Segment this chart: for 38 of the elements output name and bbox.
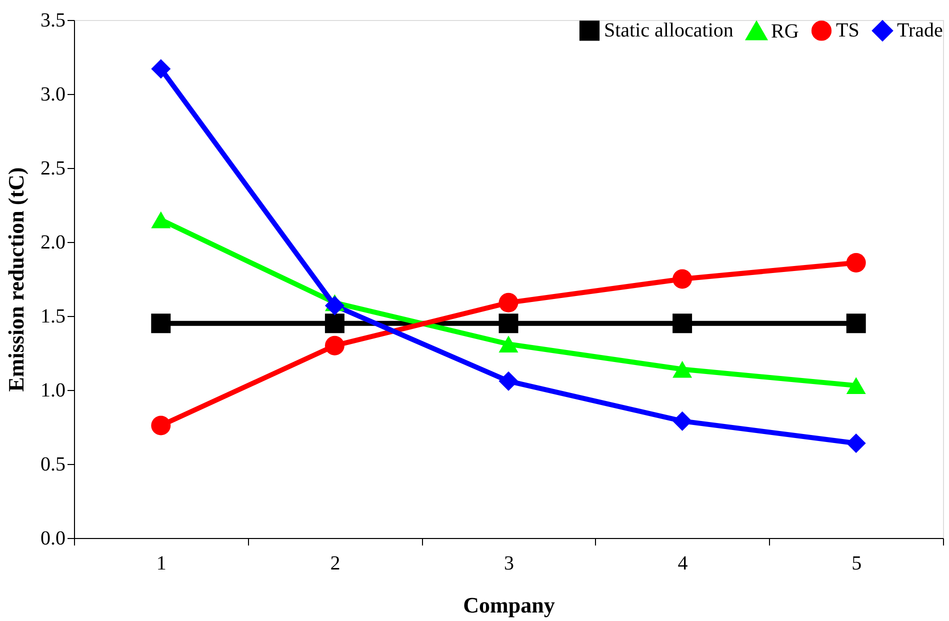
x-tick-label: 3 xyxy=(504,552,514,574)
point xyxy=(151,59,171,79)
legend-label: TS xyxy=(836,20,860,42)
point xyxy=(498,292,518,312)
y-tick-label: 1.5 xyxy=(40,306,66,328)
point xyxy=(498,371,518,391)
point xyxy=(846,377,866,394)
point xyxy=(846,252,866,272)
point xyxy=(324,296,344,316)
y-tick-label: 1.0 xyxy=(40,380,66,402)
point xyxy=(846,434,866,454)
legend-label: Trade xyxy=(897,20,944,42)
point xyxy=(151,416,171,436)
y-axis-title: Emission reduction (tC) xyxy=(4,167,28,392)
point xyxy=(672,314,692,334)
legend-label: RG xyxy=(771,20,799,42)
y-tick-label: 0.5 xyxy=(40,454,66,476)
point xyxy=(151,211,171,228)
y-tick-label: 0.0 xyxy=(40,528,66,550)
point xyxy=(498,336,518,353)
y-tick-label: 3.0 xyxy=(40,84,66,106)
point xyxy=(846,314,866,334)
y-tick-label: 3.5 xyxy=(40,10,66,32)
x-tick-label: 1 xyxy=(156,552,166,574)
x-tick-label: 5 xyxy=(852,552,862,574)
point xyxy=(324,314,344,334)
x-tick-label: 2 xyxy=(330,552,340,574)
point xyxy=(498,314,518,334)
point xyxy=(672,360,692,378)
x-axis-title: Company xyxy=(463,592,555,618)
x-tick-label: 4 xyxy=(678,552,688,574)
y-tick-label: 2.5 xyxy=(40,158,66,180)
y-tick-label: 2.0 xyxy=(40,232,66,254)
point xyxy=(324,336,344,356)
legend-label: Static allocation xyxy=(604,20,734,42)
point xyxy=(672,411,692,431)
point xyxy=(672,269,692,289)
point xyxy=(151,314,171,334)
